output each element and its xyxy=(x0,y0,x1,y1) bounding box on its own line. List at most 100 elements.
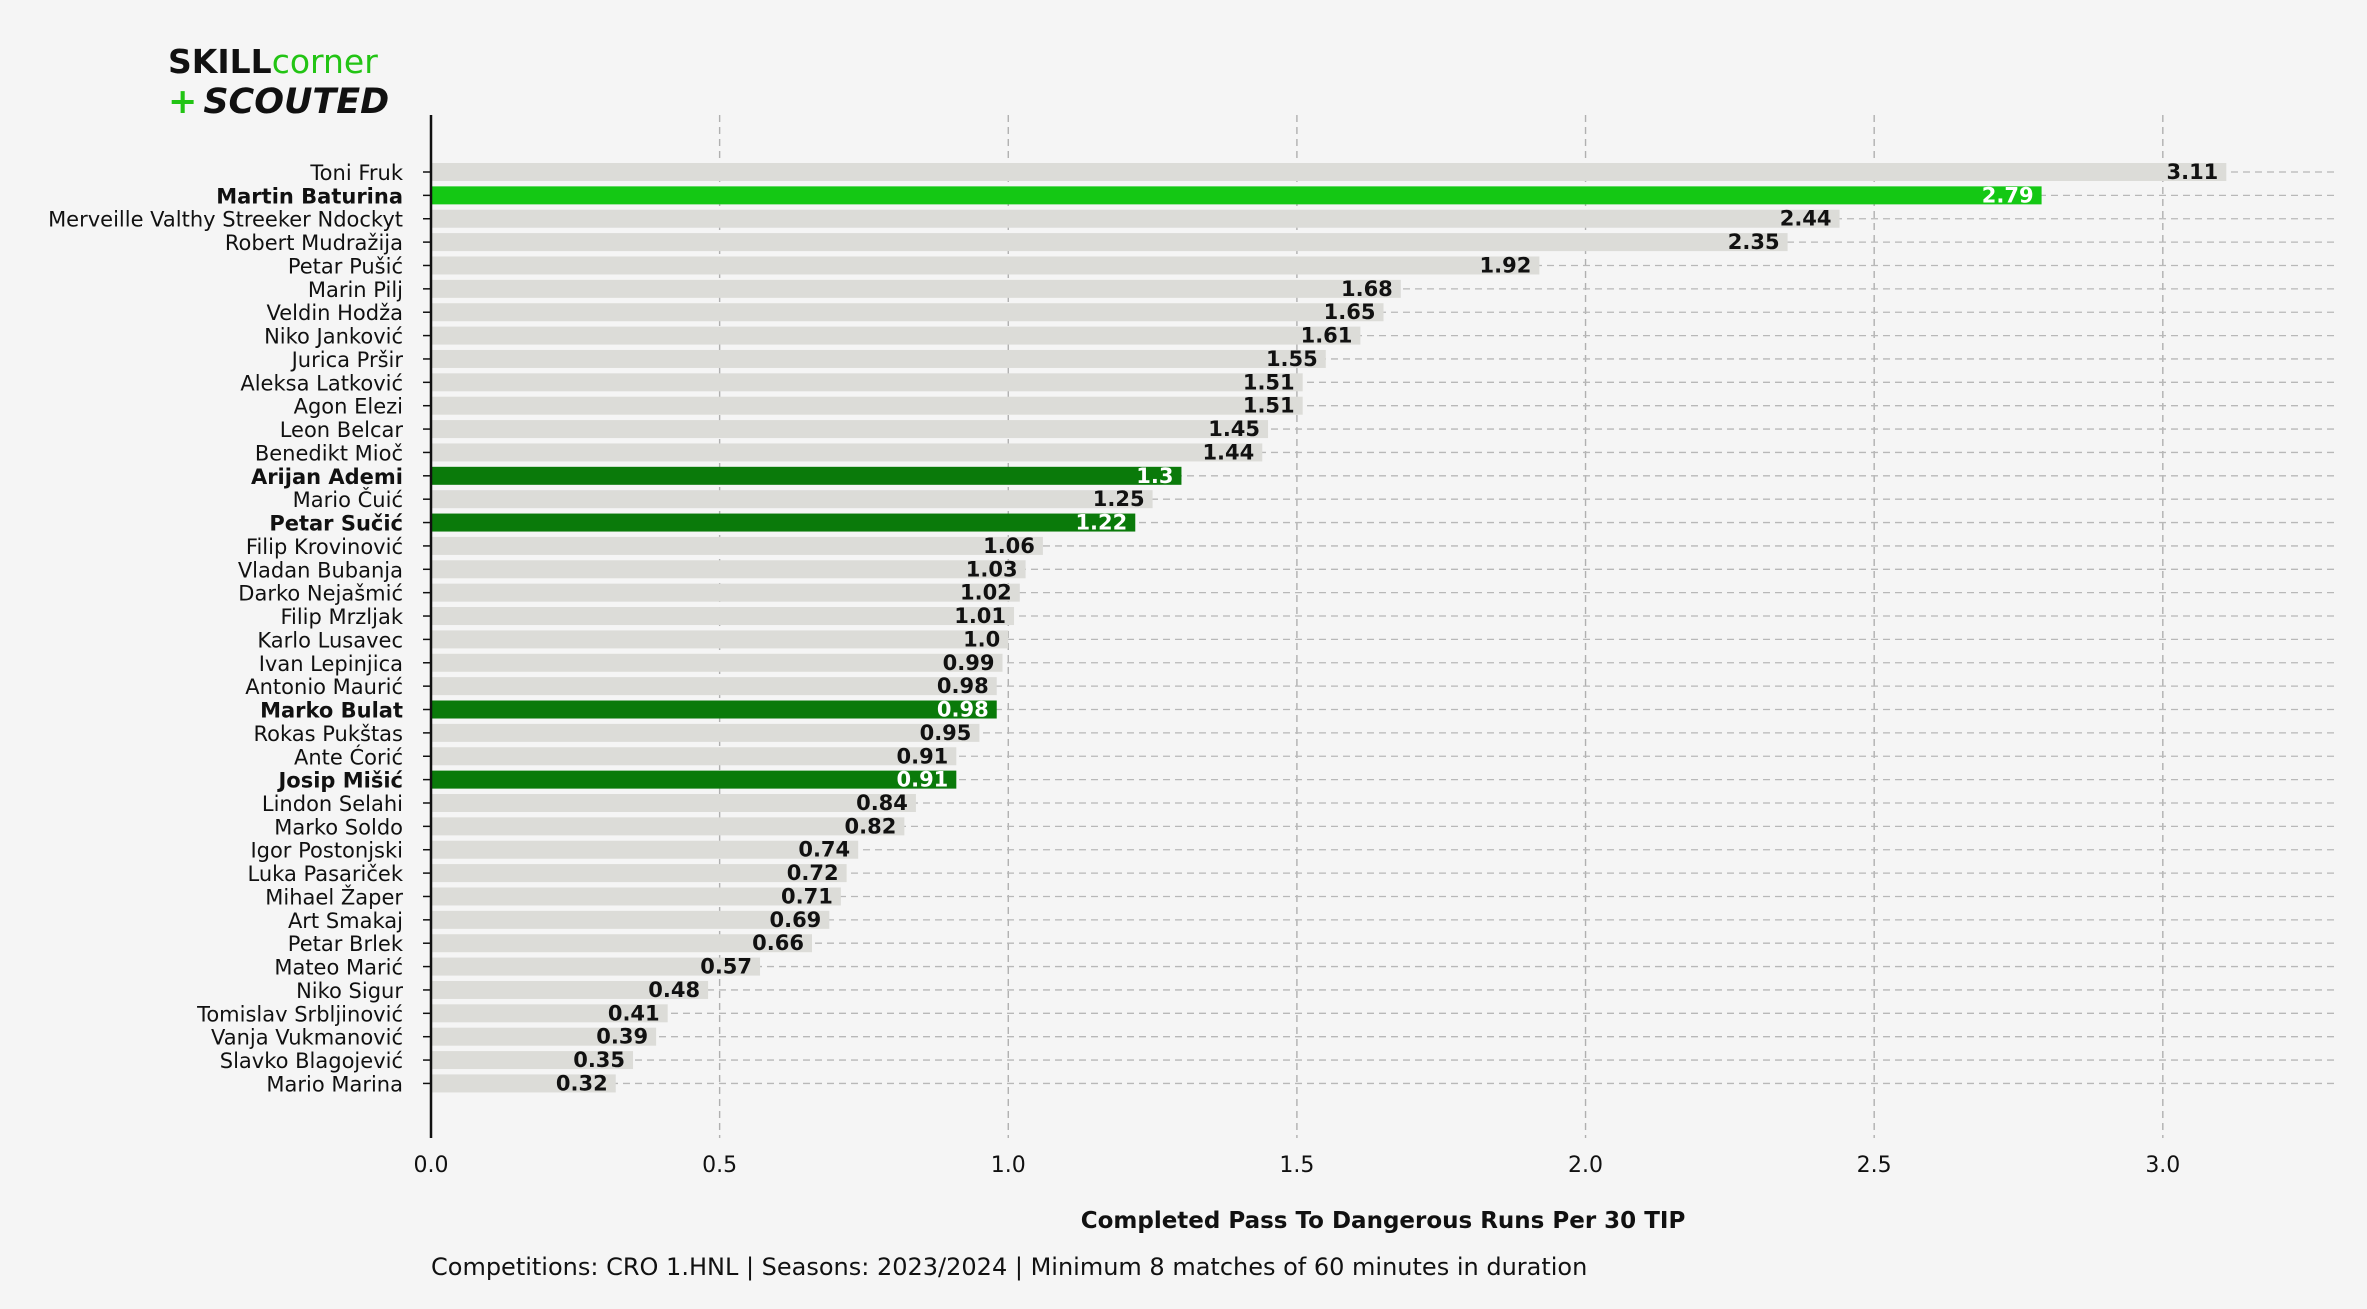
x-tick-label: 0.0 xyxy=(414,1153,449,1178)
bar xyxy=(431,793,916,812)
bar-value-label: 0.72 xyxy=(787,861,839,885)
bar xyxy=(431,653,1003,672)
y-tick-label: Martin Baturina xyxy=(216,184,403,208)
bar xyxy=(431,583,1020,602)
bar xyxy=(431,513,1136,532)
y-tick-label: Agon Elezi xyxy=(294,395,403,419)
y-tick-label: Petar Brlek xyxy=(288,932,404,956)
bar xyxy=(431,209,1840,228)
y-tick-label: Karlo Lusavec xyxy=(257,628,403,652)
bar xyxy=(431,396,1303,415)
y-tick-label: Luka Pasariček xyxy=(248,862,404,886)
bar xyxy=(431,256,1540,275)
x-tick-label: 3.0 xyxy=(2145,1153,2180,1178)
bar xyxy=(431,303,1384,322)
y-tick-label: Niko Janković xyxy=(264,325,403,349)
y-tick-label: Tomislav Srbljinović xyxy=(196,1002,403,1026)
y-tick-label: Petar Sučić xyxy=(269,512,403,536)
x-tick-label: 2.0 xyxy=(1568,1153,1603,1178)
bar-value-label: 0.95 xyxy=(920,721,972,745)
bar-value-label: 0.98 xyxy=(937,674,989,698)
x-axis-label: Completed Pass To Dangerous Runs Per 30 … xyxy=(1081,1208,1686,1234)
bar xyxy=(431,536,1043,555)
y-tick-label: Robert Mudražija xyxy=(225,231,403,255)
bar-value-label: 2.35 xyxy=(1728,230,1780,254)
bar xyxy=(431,864,847,883)
bar-value-label: 0.98 xyxy=(937,698,989,722)
chart-bars: 3.112.792.442.351.921.681.651.611.551.51… xyxy=(431,160,2227,1095)
y-tick-label: Lindon Selahi xyxy=(262,792,403,816)
bar-value-label: 0.35 xyxy=(573,1048,625,1072)
x-tick-label: 2.5 xyxy=(1857,1153,1892,1178)
logo-corner-text: corner xyxy=(272,42,379,81)
bar xyxy=(431,607,1015,626)
y-tick-label: Toni Fruk xyxy=(309,161,403,185)
y-tick-label: Petar Pušić xyxy=(288,254,403,278)
bar-value-label: 1.0 xyxy=(963,627,1000,651)
chart-footer-note: Competitions: CRO 1.HNL | Seasons: 2023/… xyxy=(431,1253,1588,1281)
bar-value-label: 2.44 xyxy=(1780,207,1832,231)
bar-value-label: 1.61 xyxy=(1301,324,1353,348)
bar-value-label: 1.03 xyxy=(966,557,1018,581)
bar xyxy=(431,490,1153,509)
bar-value-label: 0.82 xyxy=(845,814,897,838)
y-tick-label: Merveille Valthy Streeker Ndockyt xyxy=(48,208,403,232)
bar xyxy=(431,817,905,836)
y-tick-label: Mateo Marić xyxy=(274,956,403,980)
y-tick-label: Slavko Blagojević xyxy=(220,1049,403,1073)
bar-value-label: 1.45 xyxy=(1208,417,1260,441)
bar xyxy=(431,1051,634,1070)
y-tick-label: Josip Mišić xyxy=(276,769,403,793)
bar-value-label: 1.65 xyxy=(1324,300,1376,324)
bar-value-label: 0.48 xyxy=(648,978,700,1002)
svg-text:SKILLcorner: SKILLcorner xyxy=(168,42,378,81)
y-tick-label: Aleksa Latković xyxy=(240,371,403,395)
bar xyxy=(431,747,957,766)
bar-value-label: 0.69 xyxy=(769,908,821,932)
y-tick-label: Jurica Pršir xyxy=(290,348,404,372)
y-tick-label: Benedikt Mioč xyxy=(255,441,403,465)
y-tick-label: Ivan Lepinjica xyxy=(259,652,403,676)
bar xyxy=(431,163,2227,181)
bar xyxy=(431,349,1326,368)
y-tick-label: Leon Belcar xyxy=(280,418,404,442)
bar-value-label: 1.25 xyxy=(1093,487,1145,511)
bar-value-label: 1.92 xyxy=(1480,253,1532,277)
bar-value-label: 0.32 xyxy=(556,1071,608,1095)
bar-value-label: 1.55 xyxy=(1266,347,1318,371)
bar xyxy=(431,723,980,742)
y-tick-label: Mario Marina xyxy=(266,1072,403,1096)
bar-value-label: 0.84 xyxy=(856,791,908,815)
y-tick-label: Ante Ćorić xyxy=(294,744,403,769)
bar xyxy=(431,957,761,976)
y-tick-label: Niko Sigur xyxy=(296,979,403,1003)
y-tick-label: Arijan Ademi xyxy=(251,465,403,489)
bar-value-label: 0.91 xyxy=(896,768,948,792)
bar xyxy=(431,770,957,789)
bar xyxy=(431,186,2042,205)
bar-value-label: 1.01 xyxy=(954,604,1006,628)
bar-value-label: 0.66 xyxy=(752,931,804,955)
bar-value-label: 1.02 xyxy=(960,581,1012,605)
y-tick-label: Mario Čuić xyxy=(293,487,403,512)
bar xyxy=(431,1004,668,1023)
bar-value-label: 0.91 xyxy=(896,744,948,768)
bar-value-label: 0.57 xyxy=(700,955,752,979)
svg-text:+SCOUTED: + SCOUTED xyxy=(168,82,389,120)
y-tick-label: Mihael Žaper xyxy=(265,884,403,909)
bar xyxy=(431,630,1009,649)
bar xyxy=(431,326,1361,345)
y-tick-label: Marin Pilj xyxy=(308,278,403,302)
bar xyxy=(431,443,1263,462)
bar xyxy=(431,1074,616,1093)
bar-value-label: 3.11 xyxy=(2166,160,2218,184)
bar-value-label: 0.74 xyxy=(798,838,850,862)
bar xyxy=(431,934,812,953)
logo-skill-text: SKILL xyxy=(168,42,272,81)
bar-value-label: 0.39 xyxy=(596,1025,648,1049)
bar xyxy=(431,700,997,719)
y-tick-label: Filip Mrzljak xyxy=(280,605,403,629)
x-tick-label: 1.0 xyxy=(991,1153,1026,1178)
